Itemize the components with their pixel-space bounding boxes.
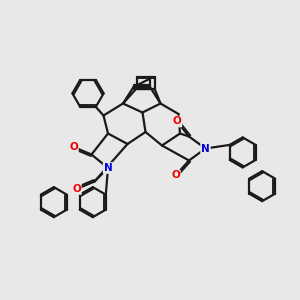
- Text: O: O: [172, 116, 182, 127]
- Text: N: N: [201, 143, 210, 154]
- Text: O: O: [69, 142, 78, 152]
- Text: O: O: [72, 184, 81, 194]
- Text: N: N: [103, 163, 112, 173]
- Text: O: O: [171, 170, 180, 181]
